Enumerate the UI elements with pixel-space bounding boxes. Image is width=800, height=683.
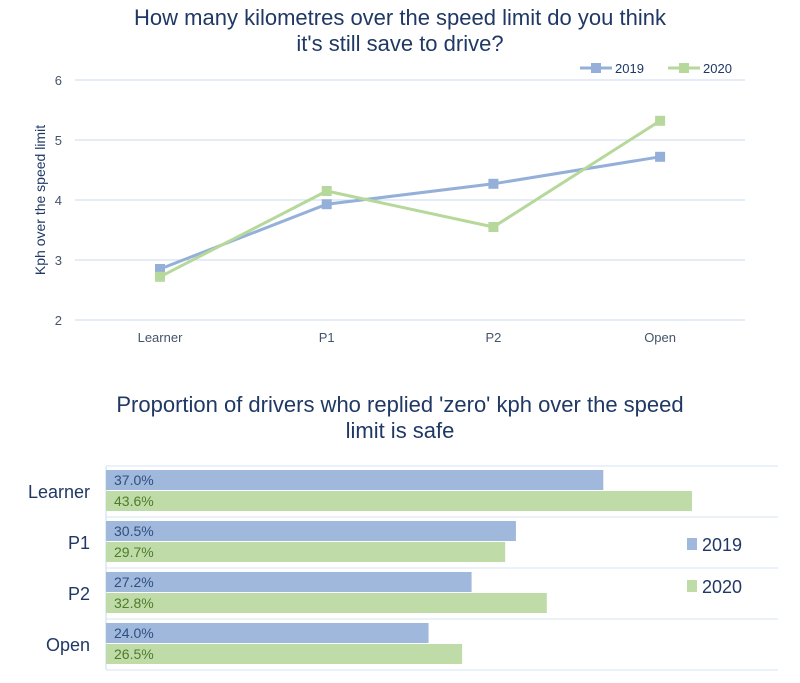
legend-marker-2019 (591, 63, 601, 73)
legend-label: 2020 (703, 61, 732, 76)
data-point-2019 (155, 264, 165, 274)
data-label: 24.0% (114, 625, 154, 641)
category-label: P2 (68, 584, 90, 604)
bar-2020 (106, 593, 547, 613)
category-label: Open (46, 635, 90, 655)
line-chart-title: it's still save to drive? (296, 31, 503, 56)
data-label: 32.8% (114, 595, 154, 611)
data-label: 29.7% (114, 544, 154, 560)
bar-chart-title: Proportion of drivers who replied 'zero'… (116, 392, 683, 417)
bar-chart-title: limit is safe (346, 418, 455, 443)
series-line-2020 (159, 119, 661, 279)
data-point-2019 (488, 178, 499, 189)
data-point-2019 (655, 151, 666, 162)
x-tick-label: P1 (319, 330, 335, 345)
legend-label: 2019 (615, 61, 644, 76)
y-tick-label: 6 (55, 73, 62, 88)
y-tick-label: 2 (55, 313, 62, 328)
legend-swatch-2020 (687, 580, 697, 592)
legend-label: 2020 (702, 577, 742, 597)
x-tick-label: Learner (138, 330, 183, 345)
category-label: Learner (28, 482, 90, 502)
data-point-2020 (155, 271, 165, 282)
bar-2020 (106, 542, 506, 562)
data-label: 43.6% (114, 493, 154, 509)
category-label: P1 (68, 533, 90, 553)
data-point-2020 (321, 186, 332, 196)
y-tick-label: 4 (55, 193, 62, 208)
legend-swatch-2019 (687, 538, 697, 550)
legend-label: 2019 (702, 535, 742, 555)
data-label: 37.0% (114, 472, 154, 488)
data-label: 26.5% (114, 646, 154, 662)
y-axis-label: Kph over the speed limit (32, 125, 48, 275)
y-tick-label: 5 (55, 133, 62, 148)
bar-2019 (106, 521, 516, 541)
x-tick-label: P2 (485, 330, 501, 345)
line-chart-title: How many kilometres over the speed limit… (134, 5, 667, 30)
bar-2019 (106, 470, 604, 490)
bar-2019 (106, 572, 472, 592)
series-line-2019 (159, 155, 661, 271)
data-point-2019 (321, 199, 332, 210)
bar-2019 (106, 623, 429, 643)
data-point-2020 (488, 222, 499, 232)
data-point-2020 (655, 115, 666, 126)
bar-2020 (106, 644, 463, 664)
legend-marker-2020 (679, 63, 689, 73)
data-label: 27.2% (114, 574, 154, 590)
bar-2020 (106, 491, 692, 511)
x-tick-label: Open (644, 330, 676, 345)
y-tick-label: 3 (55, 253, 62, 268)
data-label: 30.5% (114, 523, 154, 539)
